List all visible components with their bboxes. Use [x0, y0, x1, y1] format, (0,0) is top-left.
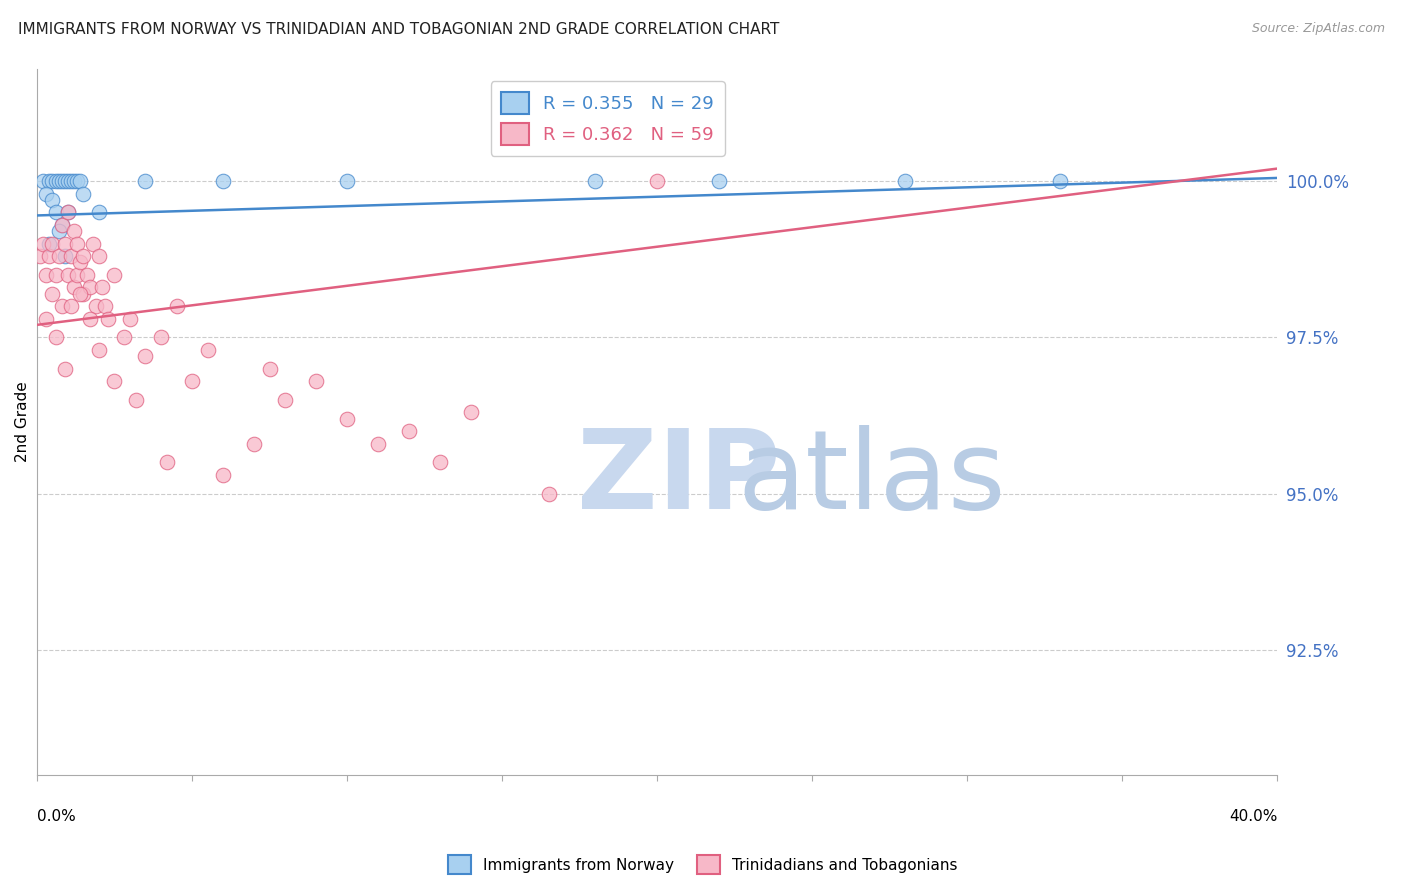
Point — [212, 467, 235, 482]
Point — [118, 311, 141, 326]
Text: IMMIGRANTS FROM NORWAY VS TRINIDADIAN AND TOBAGONIAN 2ND GRADE CORRELATION CHART: IMMIGRANTS FROM NORWAY VS TRINIDADIAN AN… — [18, 22, 780, 37]
Point — [82, 236, 104, 251]
Point — [125, 392, 148, 407]
Legend: R = 0.355   N = 29, R = 0.362   N = 59: R = 0.355 N = 29, R = 0.362 N = 59 — [491, 81, 724, 156]
Point — [72, 286, 94, 301]
Point — [45, 330, 67, 344]
Point — [69, 255, 91, 269]
Point — [41, 286, 63, 301]
Point — [398, 424, 420, 438]
Point — [45, 174, 67, 188]
Point — [45, 205, 67, 219]
Point — [66, 174, 89, 188]
Point — [56, 268, 79, 282]
Point — [166, 299, 188, 313]
Point — [56, 174, 79, 188]
Point — [79, 280, 101, 294]
Point — [305, 374, 328, 388]
Point — [56, 205, 79, 219]
Point — [56, 205, 79, 219]
Point — [87, 343, 110, 357]
Point — [48, 249, 70, 263]
Point — [35, 268, 58, 282]
Point — [63, 174, 86, 188]
Point — [84, 299, 107, 313]
Point — [63, 224, 86, 238]
Point — [87, 205, 110, 219]
Point — [60, 174, 83, 188]
Point — [336, 174, 359, 188]
Point — [51, 174, 73, 188]
Point — [53, 236, 76, 251]
Point — [69, 174, 91, 188]
Point — [156, 455, 179, 469]
Point — [41, 193, 63, 207]
Point — [35, 186, 58, 201]
Text: 40.0%: 40.0% — [1229, 809, 1278, 824]
Point — [103, 268, 125, 282]
Point — [45, 268, 67, 282]
Point — [72, 249, 94, 263]
Point — [48, 224, 70, 238]
Point — [51, 299, 73, 313]
Point — [91, 280, 114, 294]
Point — [38, 249, 60, 263]
Text: atlas: atlas — [738, 425, 1007, 532]
Point — [197, 343, 219, 357]
Point — [32, 174, 55, 188]
Text: ZIP: ZIP — [576, 425, 780, 532]
Point — [38, 236, 60, 251]
Point — [53, 361, 76, 376]
Point — [709, 174, 731, 188]
Point — [94, 299, 117, 313]
Point — [79, 311, 101, 326]
Point — [76, 268, 98, 282]
Point — [583, 174, 606, 188]
Point — [212, 174, 235, 188]
Y-axis label: 2nd Grade: 2nd Grade — [15, 382, 30, 462]
Point — [134, 174, 156, 188]
Point — [60, 249, 83, 263]
Point — [53, 249, 76, 263]
Point — [537, 486, 560, 500]
Point — [181, 374, 204, 388]
Point — [1049, 174, 1071, 188]
Point — [51, 218, 73, 232]
Point — [53, 174, 76, 188]
Text: Source: ZipAtlas.com: Source: ZipAtlas.com — [1251, 22, 1385, 36]
Point — [66, 268, 89, 282]
Point — [35, 311, 58, 326]
Point — [69, 286, 91, 301]
Point — [32, 236, 55, 251]
Point — [367, 436, 389, 450]
Point — [60, 299, 83, 313]
Point — [103, 374, 125, 388]
Point — [28, 249, 51, 263]
Legend: Immigrants from Norway, Trinidadians and Tobagonians: Immigrants from Norway, Trinidadians and… — [441, 849, 965, 880]
Point — [645, 174, 668, 188]
Point — [41, 236, 63, 251]
Point — [63, 280, 86, 294]
Point — [259, 361, 281, 376]
Point — [336, 411, 359, 425]
Point — [97, 311, 120, 326]
Point — [243, 436, 266, 450]
Point — [460, 405, 482, 419]
Point — [274, 392, 297, 407]
Point — [38, 174, 60, 188]
Point — [894, 174, 917, 188]
Point — [41, 174, 63, 188]
Point — [87, 249, 110, 263]
Point — [66, 236, 89, 251]
Text: 0.0%: 0.0% — [37, 809, 76, 824]
Point — [112, 330, 135, 344]
Point — [429, 455, 451, 469]
Point — [134, 349, 156, 363]
Point — [48, 174, 70, 188]
Point — [150, 330, 173, 344]
Point — [72, 186, 94, 201]
Point — [51, 218, 73, 232]
